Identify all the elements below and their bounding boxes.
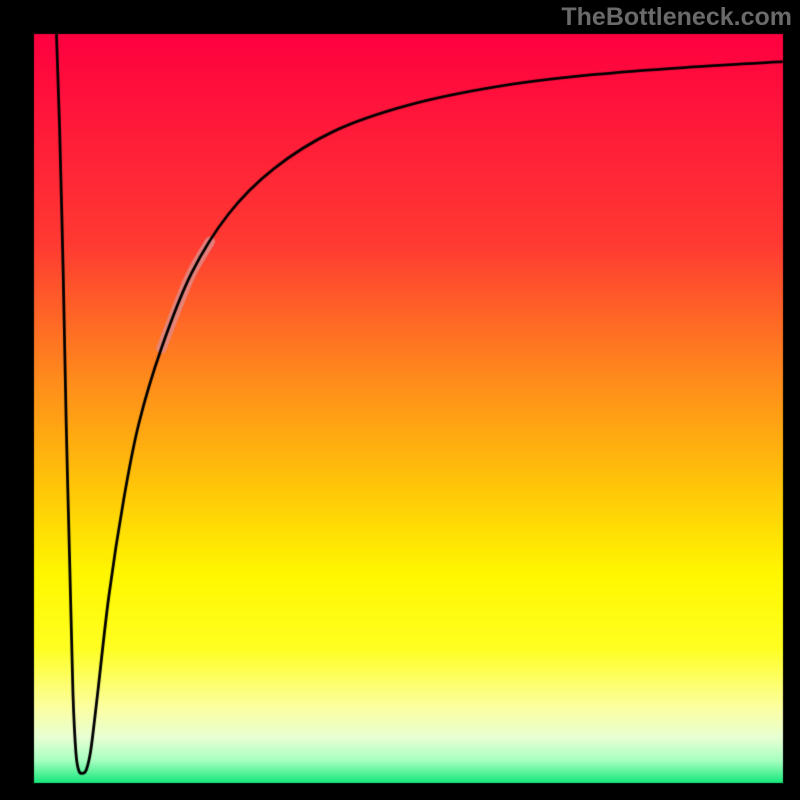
chart-curve-canvas xyxy=(0,0,800,800)
watermark-text: TheBottleneck.com xyxy=(561,3,792,32)
chart-container: TheBottleneck.com xyxy=(0,0,800,800)
